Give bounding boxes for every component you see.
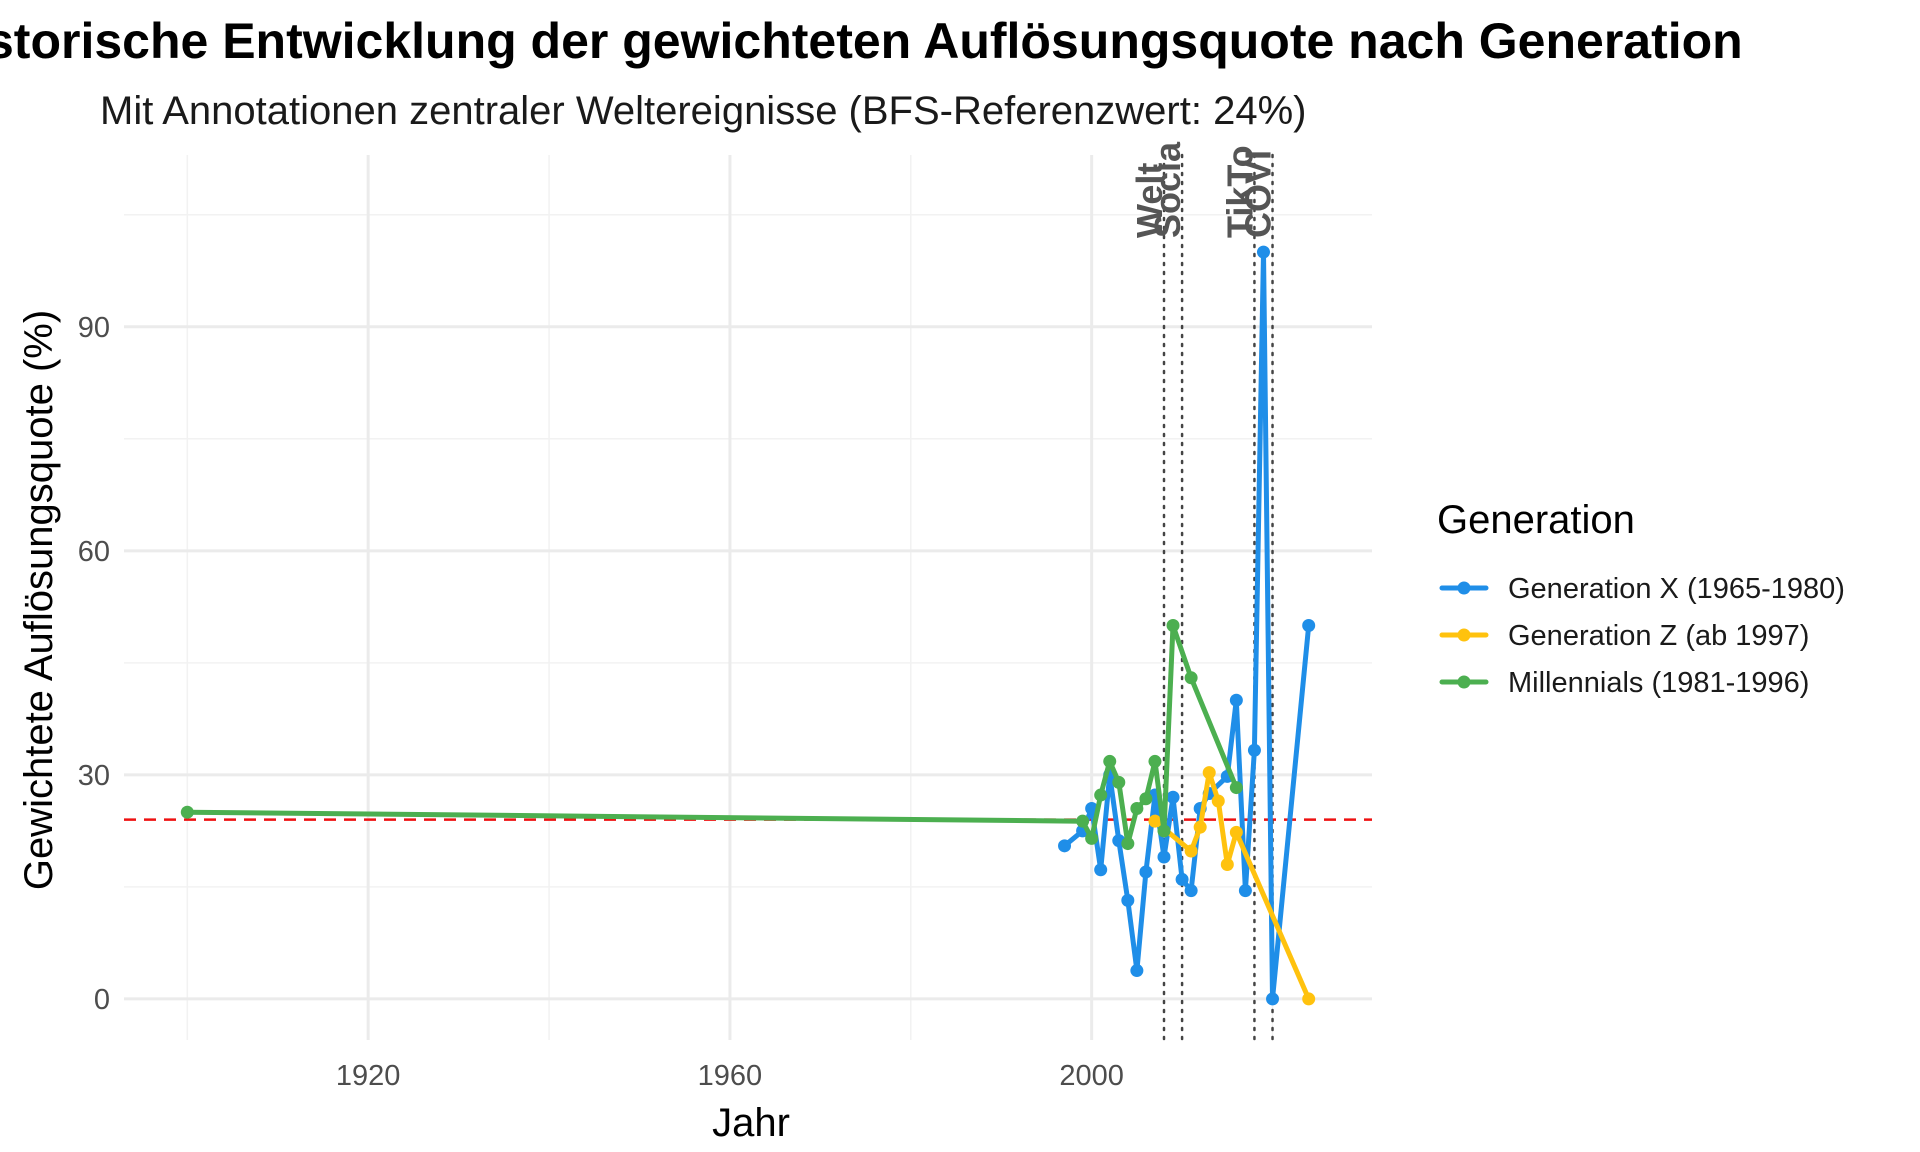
y-tick-label: 30 xyxy=(78,760,110,792)
data-point xyxy=(1229,825,1243,839)
data-point xyxy=(1184,884,1198,898)
event-label: Socia xyxy=(1147,141,1188,238)
data-point xyxy=(1094,788,1108,802)
event-label: TikTo xyxy=(1219,145,1260,238)
data-point xyxy=(1148,754,1162,768)
y-tick-label: 0 xyxy=(94,984,110,1016)
data-point xyxy=(1130,964,1144,978)
data-point xyxy=(1103,754,1117,768)
x-axis-title: Jahr xyxy=(712,1101,790,1145)
data-point xyxy=(1175,872,1189,886)
data-point xyxy=(1302,992,1316,1006)
chart-title: Historische Entwicklung der gewichteten … xyxy=(0,13,1743,69)
legend: Generation Generation X (1965-1980) Gener… xyxy=(1437,498,1845,699)
data-point xyxy=(1121,893,1135,907)
data-point xyxy=(1193,820,1207,834)
data-point xyxy=(1112,775,1126,789)
legend-label: Millennials (1981-1996) xyxy=(1508,667,1809,699)
data-point xyxy=(1157,824,1171,838)
y-axis-title: Gewichtete Auflösungsquote (%) xyxy=(17,310,61,890)
data-point xyxy=(1184,671,1198,685)
x-tick-label: 1960 xyxy=(698,1060,763,1092)
legend-title: Generation xyxy=(1437,498,1635,542)
data-point xyxy=(1238,884,1252,898)
legend-swatch-point xyxy=(1457,581,1471,595)
data-point xyxy=(1076,814,1090,828)
data-point xyxy=(1184,844,1198,858)
x-tick-label: 2000 xyxy=(1059,1060,1124,1092)
data-point xyxy=(1094,863,1108,877)
legend-swatch-point xyxy=(1457,628,1471,642)
data-point xyxy=(1139,865,1153,879)
data-point xyxy=(180,805,194,819)
legend-label: Generation Z (ab 1997) xyxy=(1508,620,1809,652)
chart-subtitle: Mit Annotationen zentraler Weltereigniss… xyxy=(100,89,1306,133)
data-point xyxy=(1302,619,1316,633)
data-point xyxy=(1202,766,1216,780)
series-lines xyxy=(180,245,1316,1006)
event-label: COVI xyxy=(1238,150,1279,238)
series-line-2 xyxy=(184,623,1239,847)
x-tick-label: 1920 xyxy=(336,1060,401,1092)
data-point xyxy=(1148,814,1162,828)
data-point xyxy=(1220,857,1234,871)
data-point xyxy=(1229,781,1243,795)
data-point xyxy=(1121,837,1135,851)
event-label: Welt xyxy=(1129,163,1170,238)
data-point xyxy=(1229,693,1243,707)
y-tick-label: 90 xyxy=(78,312,110,344)
data-point xyxy=(1166,790,1180,804)
legend-swatch-point xyxy=(1457,675,1471,689)
data-point xyxy=(1166,619,1180,633)
grid xyxy=(124,155,1372,1040)
legend-label: Generation X (1965-1980) xyxy=(1508,573,1845,605)
data-point xyxy=(1256,245,1270,259)
data-point xyxy=(1157,850,1171,864)
data-point xyxy=(1085,831,1099,845)
y-tick-label: 60 xyxy=(78,536,110,568)
data-point xyxy=(1130,801,1144,815)
data-point xyxy=(1247,743,1261,757)
data-point xyxy=(1211,794,1225,808)
data-point xyxy=(1139,792,1153,806)
axis-ticks: 1920 1960 2000 0 30 60 90 xyxy=(78,312,1124,1092)
data-point xyxy=(1266,992,1280,1006)
data-point xyxy=(1058,839,1072,853)
